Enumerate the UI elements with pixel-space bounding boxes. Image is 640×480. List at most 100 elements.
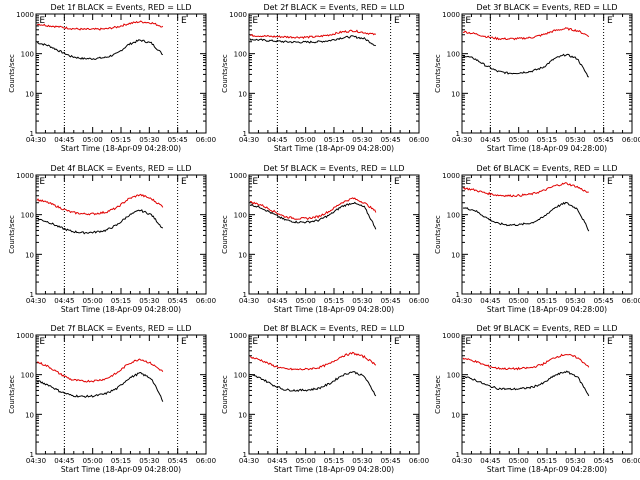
x-tick-label: 05:15 <box>537 457 557 465</box>
x-tick-label: 05:30 <box>139 457 159 465</box>
events-series-line <box>462 53 590 78</box>
y-tick-label: 1000 <box>442 172 460 180</box>
x-tick-label: 05:30 <box>139 136 159 144</box>
x-tick-label: 05:00 <box>296 297 316 305</box>
event-marker: E <box>39 16 45 26</box>
y-axis-label: Counts/sec <box>434 375 442 414</box>
y-tick-label: 1 <box>30 130 34 138</box>
y-tick-label: 100 <box>447 212 460 220</box>
x-tick-label: 05:30 <box>565 457 585 465</box>
event-marker: E <box>607 16 613 26</box>
x-tick-label: 04:30 <box>239 136 259 144</box>
plot-frame <box>248 334 420 455</box>
x-tick-label: 05:45 <box>168 136 188 144</box>
event-marker: E <box>181 16 187 26</box>
x-tick-label: 05:15 <box>324 136 344 144</box>
x-tick-label: 05:45 <box>594 457 614 465</box>
y-tick-label: 10 <box>25 411 34 419</box>
chart-title: Det 6f BLACK = Events, RED = LLD <box>476 164 617 173</box>
event-marker: E <box>394 16 400 26</box>
x-tick-label: 05:15 <box>111 297 131 305</box>
x-tick-label: 06:00 <box>196 136 216 144</box>
y-tick-label: 1000 <box>16 11 34 19</box>
x-axis-label: Start Time (18-Apr-09 04:28:00) <box>61 144 181 153</box>
x-tick-label: 05:30 <box>139 297 159 305</box>
chart-panel: Det 6f BLACK = Events, RED = LLD E E 1 10 100… <box>434 164 640 314</box>
x-tick-label: 04:30 <box>26 136 46 144</box>
x-tick-label: 05:45 <box>381 136 401 144</box>
x-tick-label: 04:45 <box>54 136 74 144</box>
event-marker: E <box>181 177 187 187</box>
plot-frame <box>461 174 633 295</box>
y-axis-label: Counts/sec <box>434 215 442 254</box>
y-tick-label: 1000 <box>229 332 247 340</box>
x-tick-label: 04:45 <box>480 457 500 465</box>
lld-series-line <box>250 29 377 39</box>
plot-frame <box>461 334 633 455</box>
y-tick-label: 1000 <box>16 172 34 180</box>
chart-panel: Det 1f BLACK = Events, RED = LLD E E 1 10 100… <box>8 3 216 153</box>
y-tick-label: 10 <box>25 90 34 98</box>
y-tick-label: 100 <box>21 51 34 59</box>
events-series-line <box>462 370 590 397</box>
events-series-line <box>462 201 590 232</box>
x-axis-label: Start Time (18-Apr-09 04:28:00) <box>274 465 394 474</box>
chart-panel: Det 2f BLACK = Events, RED = LLD E E 1 10 100… <box>221 3 429 153</box>
y-axis-label: Counts/sec <box>221 54 229 93</box>
x-tick-label: 04:30 <box>452 457 472 465</box>
y-tick-label: 100 <box>234 372 247 380</box>
plot-frame <box>461 13 633 134</box>
lld-series-line <box>36 20 164 31</box>
y-tick-label: 10 <box>451 90 460 98</box>
y-tick-label: 1 <box>243 451 247 459</box>
event-marker: E <box>181 337 187 347</box>
x-tick-label: 05:00 <box>296 136 316 144</box>
chart-panel: Det 4f BLACK = Events, RED = LLD E E 1 10 100… <box>8 164 216 314</box>
chart-panel: Det 9f BLACK = Events, RED = LLD E E 1 10 100… <box>434 324 640 474</box>
y-tick-label: 1 <box>456 451 460 459</box>
x-axis-label: Start Time (18-Apr-09 04:28:00) <box>274 305 394 314</box>
event-marker: E <box>394 337 400 347</box>
y-tick-label: 10 <box>238 251 247 259</box>
y-tick-label: 10 <box>238 411 247 419</box>
plot-frame <box>248 13 420 134</box>
chart-title: Det 7f BLACK = Events, RED = LLD <box>50 324 191 333</box>
x-tick-label: 04:30 <box>26 457 46 465</box>
event-marker: E <box>607 337 613 347</box>
event-marker: E <box>465 16 471 26</box>
x-tick-label: 06:00 <box>409 136 429 144</box>
chart-title: Det 9f BLACK = Events, RED = LLD <box>476 324 617 333</box>
y-tick-label: 1000 <box>229 11 247 19</box>
plot-frame <box>35 13 207 134</box>
x-tick-label: 05:15 <box>324 457 344 465</box>
x-tick-label: 05:15 <box>111 457 131 465</box>
y-tick-label: 100 <box>447 51 460 59</box>
event-marker: E <box>252 337 258 347</box>
x-tick-label: 06:00 <box>622 297 640 305</box>
y-tick-label: 100 <box>234 212 247 220</box>
y-tick-label: 1 <box>30 451 34 459</box>
events-series-line <box>36 39 163 60</box>
event-marker: E <box>465 337 471 347</box>
plot-frame <box>35 174 207 295</box>
x-tick-label: 05:00 <box>83 297 103 305</box>
x-tick-label: 05:15 <box>111 136 131 144</box>
x-tick-label: 05:00 <box>296 457 316 465</box>
events-series-line <box>250 371 377 397</box>
x-tick-label: 05:15 <box>324 297 344 305</box>
x-tick-label: 04:45 <box>267 136 287 144</box>
y-tick-label: 1000 <box>442 332 460 340</box>
x-tick-label: 05:45 <box>381 457 401 465</box>
lld-series-line <box>462 182 589 198</box>
x-tick-label: 05:00 <box>83 136 103 144</box>
x-tick-label: 05:45 <box>594 297 614 305</box>
y-tick-label: 100 <box>234 51 247 59</box>
events-series-line <box>36 209 164 235</box>
x-tick-label: 06:00 <box>409 297 429 305</box>
y-axis-label: Counts/sec <box>221 375 229 414</box>
x-tick-label: 05:30 <box>352 297 372 305</box>
chart-panel: Det 8f BLACK = Events, RED = LLD E E 1 10 100… <box>221 324 429 474</box>
y-tick-label: 100 <box>21 372 34 380</box>
x-tick-label: 04:30 <box>26 297 46 305</box>
x-tick-label: 04:45 <box>267 457 287 465</box>
